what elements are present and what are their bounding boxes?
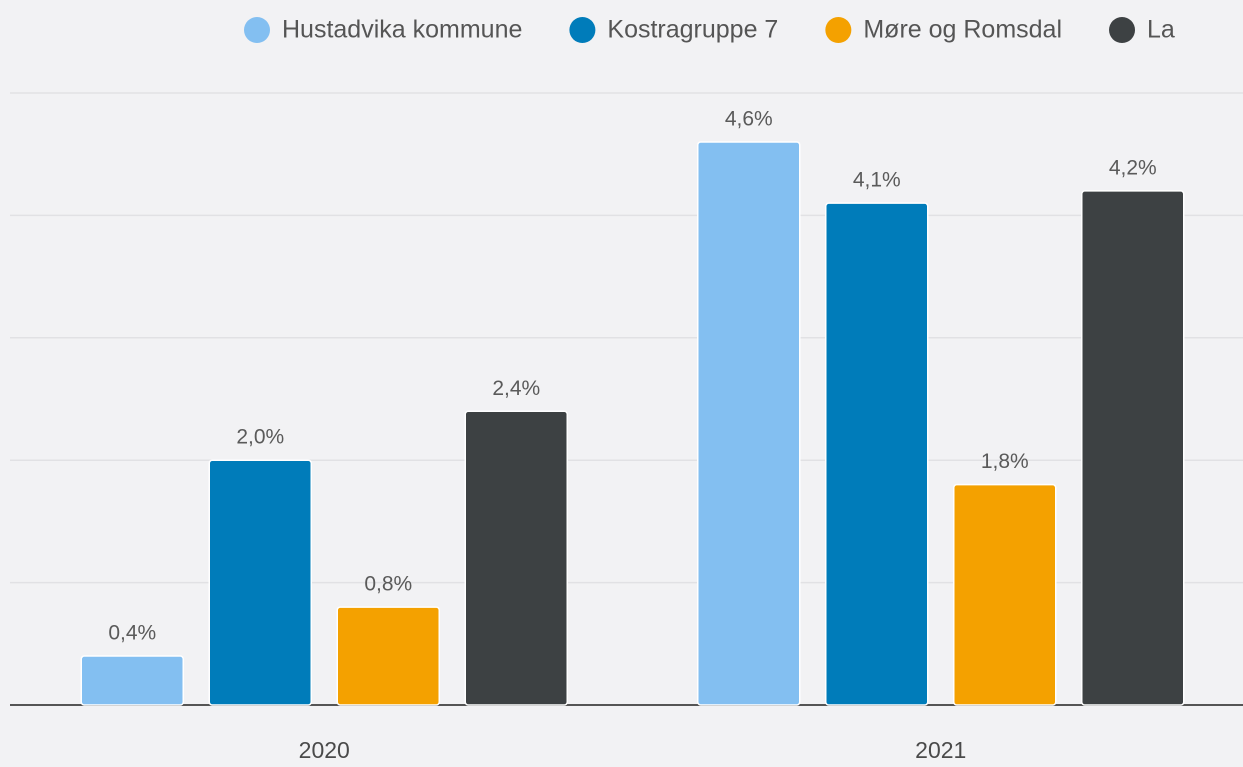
bar (953, 483, 1057, 706)
bar (825, 202, 929, 706)
bar (208, 459, 312, 706)
value-label: 2,0% (236, 426, 284, 449)
x-tick-label: 2020 (299, 737, 350, 763)
legend-marker (569, 17, 596, 43)
legend-label: Hustadvika kommune (282, 16, 522, 44)
legend-label: Kostragruppe 7 (607, 16, 778, 44)
bar (80, 655, 184, 706)
legend-label: La (1147, 16, 1175, 44)
bar (336, 606, 440, 706)
legend-marker (1109, 17, 1136, 43)
value-label: 4,2% (1109, 156, 1157, 179)
x-tick-label: 2021 (915, 737, 966, 763)
bar (697, 141, 801, 706)
value-label: 4,1% (853, 169, 901, 192)
value-label: 4,6% (725, 108, 773, 131)
legend-marker (825, 17, 852, 43)
value-label: 1,8% (981, 450, 1029, 473)
bar (1081, 190, 1185, 706)
legend-label: Møre og Romsdal (863, 16, 1062, 44)
bar (464, 410, 568, 706)
value-label: 2,4% (492, 377, 540, 400)
legend-marker (244, 17, 270, 43)
value-label: 0,8% (364, 573, 412, 596)
value-label: 0,4% (108, 622, 156, 645)
